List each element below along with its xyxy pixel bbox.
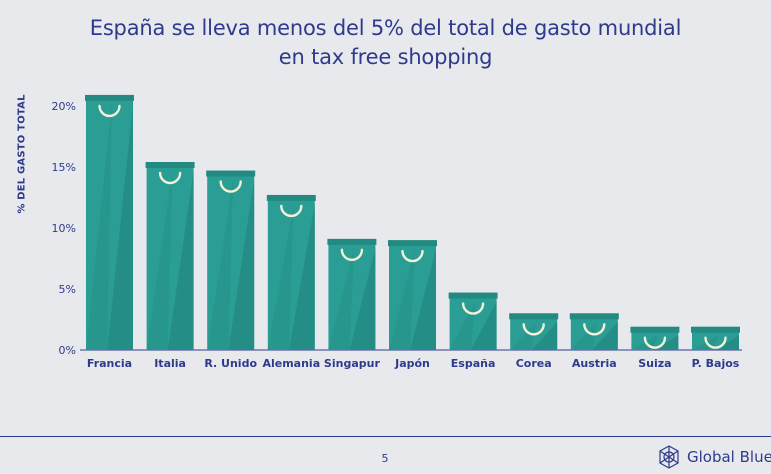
bag-handle [219, 180, 242, 193]
bar-shadow [470, 301, 497, 350]
bar-shadow [591, 322, 618, 350]
bar-shadow [410, 249, 436, 350]
x-tick-label: Italia [154, 357, 186, 370]
bar-shadow [267, 203, 294, 350]
bar-lid [691, 326, 740, 333]
bar-shadow [349, 247, 376, 350]
x-tick-label: Austria [572, 357, 617, 370]
bag-handle [401, 249, 424, 263]
bag-handle [340, 248, 364, 262]
bar-lid [327, 238, 377, 245]
bar-shadow [510, 322, 537, 350]
x-tick-label: P. Bajos [692, 357, 740, 370]
bag-handle [280, 204, 303, 218]
bar-shadow [86, 103, 112, 351]
y-tick-label: 15% [52, 161, 76, 174]
footer-divider [0, 436, 771, 437]
chart-title: España se lleva menos del 5% del total d… [0, 14, 771, 72]
globe-icon [659, 445, 679, 469]
bar-shadow [228, 179, 255, 350]
bag-handle [643, 336, 667, 349]
bar-shadow [328, 247, 355, 350]
bar-shadow [389, 249, 415, 350]
bar-lid [509, 313, 559, 320]
bar-shadow [531, 322, 558, 350]
brand-name: Global Blue [687, 448, 771, 466]
bar-shadow [107, 103, 133, 351]
x-tick-label: Alemania [262, 357, 320, 370]
bar-lid [266, 194, 316, 201]
bar-lid [388, 240, 437, 247]
bag-handle [704, 336, 727, 349]
bar-shadow [167, 171, 194, 350]
bar-shadow [207, 179, 234, 350]
x-tick-label: R. Unido [204, 357, 257, 370]
y-tick-label: 5% [59, 283, 76, 296]
bar-lid [85, 94, 134, 101]
y-tick-label: 10% [52, 222, 76, 235]
x-tick-label: Francia [87, 357, 132, 370]
bag-handle [461, 302, 485, 315]
x-tick-label: Singapur [324, 357, 381, 370]
x-tick-label: Suiza [638, 357, 671, 370]
bar-lid [448, 292, 498, 299]
bag-handle [98, 104, 121, 118]
bar-lid [206, 170, 256, 177]
y-tick-label: 20% [52, 100, 76, 113]
bag-handle [583, 323, 606, 336]
x-tick-label: España [451, 357, 496, 370]
bar-lid [145, 162, 195, 168]
bar-lid [569, 313, 619, 320]
bag-handle [522, 323, 545, 336]
bar-shadow [652, 335, 679, 350]
bar-lid [630, 326, 680, 333]
bag-handle [158, 171, 182, 185]
bar-chart: 0% 5% 10% 15% 20% Francia Italia R. Unido Aleman… [52, 94, 742, 370]
x-tick-label: Corea [516, 357, 552, 370]
bar-shadow [288, 203, 315, 350]
bar-shadow [146, 171, 173, 350]
bar-shadow [570, 322, 597, 350]
brand-logo: Global Blue [656, 443, 771, 471]
title-line-1: España se lleva menos del 5% del total d… [89, 16, 682, 40]
x-tick-label: Japón [394, 357, 430, 370]
title-line-2: en tax free shopping [278, 45, 493, 69]
y-tick-label: 0% [59, 344, 76, 357]
page-number: 5 [381, 452, 389, 465]
